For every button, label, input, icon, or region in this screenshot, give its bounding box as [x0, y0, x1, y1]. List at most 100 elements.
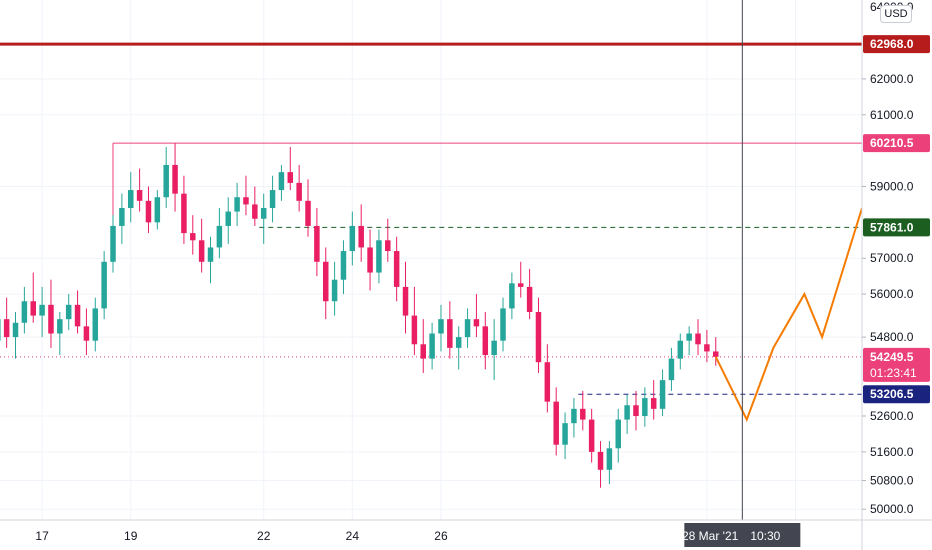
price-tick-label: 62000.0	[870, 72, 914, 86]
candle-up	[340, 240, 347, 295]
price-tag-support-level	[863, 385, 930, 404]
candle-down	[3, 297, 10, 348]
candle-up	[101, 251, 107, 320]
candle-body	[385, 240, 391, 252]
candle-down	[252, 186, 258, 226]
candle-up	[207, 236, 214, 284]
candle-body	[322, 261, 329, 302]
candle-down	[74, 290, 81, 334]
candle-body	[464, 319, 471, 338]
candle-body	[296, 182, 302, 201]
candle-body	[695, 333, 701, 345]
price-tick-label: 50000.0	[870, 502, 914, 516]
price-tick-label: 61000.0	[870, 108, 914, 122]
candle-up	[500, 297, 506, 352]
time-tick-label: 26	[434, 529, 448, 543]
candle-down	[650, 380, 657, 420]
candle-down	[181, 175, 187, 244]
candle-body	[269, 190, 276, 208]
candle-body	[606, 448, 613, 470]
crosshair-time-label: 10:30	[750, 529, 780, 543]
candle-body	[305, 200, 311, 226]
candle-up	[57, 312, 63, 356]
candle-body	[411, 315, 418, 345]
candle-body	[544, 362, 551, 402]
candle-body	[713, 351, 719, 357]
candle-up	[65, 294, 72, 330]
price-tag-label-resistance-high: 62968.0	[870, 37, 914, 51]
candle-body	[21, 301, 28, 323]
candle-body	[3, 319, 10, 338]
candle-body	[119, 208, 125, 226]
candle-body	[278, 172, 285, 191]
candle-body	[234, 197, 240, 212]
candle-body	[686, 333, 692, 341]
price-tag-range-high	[863, 134, 930, 153]
candle-down	[322, 247, 329, 320]
candle-down	[695, 319, 701, 356]
candle-body	[207, 247, 214, 262]
candle-body	[473, 319, 480, 327]
candle-up	[624, 394, 630, 434]
candle-body	[597, 451, 604, 470]
candle-body	[447, 319, 453, 348]
candle-down	[48, 279, 54, 348]
price-tick-label: 57000.0	[870, 251, 914, 265]
candle-up	[615, 408, 621, 463]
candle-body	[83, 326, 90, 341]
candle-up	[455, 326, 462, 370]
candle-down	[358, 204, 364, 262]
candle-body	[429, 333, 435, 359]
candle-body	[39, 304, 45, 316]
candle-body	[633, 405, 639, 416]
candle-body	[367, 247, 373, 273]
price-tick-label: 59000.0	[870, 179, 914, 193]
candle-body	[340, 251, 347, 280]
price-tag-label-support-level: 53206.5	[870, 387, 914, 401]
candle-body	[260, 208, 267, 219]
candle-up	[278, 164, 285, 201]
candle-up	[606, 441, 613, 485]
candle-body	[252, 204, 258, 219]
candle-body	[12, 322, 19, 338]
candle-up	[659, 369, 666, 416]
candle-up	[269, 175, 276, 223]
candle-body	[0, 319, 1, 341]
candle-up	[376, 229, 382, 284]
candle-body	[172, 164, 178, 194]
candle-body	[110, 225, 116, 262]
candle-layer	[0, 143, 719, 488]
candle-body	[225, 211, 231, 226]
candle-down	[367, 229, 373, 291]
candle-body	[553, 401, 559, 445]
candle-body	[393, 251, 400, 287]
candle-body	[402, 286, 409, 316]
candle-up	[127, 172, 134, 223]
candle-body	[659, 380, 666, 409]
candle-down	[420, 319, 426, 373]
candle-body	[145, 200, 152, 223]
candle-body	[190, 233, 196, 241]
candle-down	[83, 308, 90, 356]
candle-body	[243, 197, 249, 205]
candle-body	[101, 261, 107, 309]
candle-body	[615, 419, 621, 449]
candle-body	[57, 319, 63, 334]
price-tag-resistance-high	[863, 35, 930, 54]
candle-body	[349, 225, 356, 252]
candle-up	[677, 333, 684, 370]
candle-down	[535, 297, 542, 373]
candle-body	[314, 225, 320, 262]
price-tick-label: 51600.0	[870, 445, 914, 459]
currency-selector[interactable]: USD	[880, 5, 912, 23]
price-tick-label: 54800.0	[870, 330, 914, 344]
candle-down	[633, 390, 639, 431]
price-tag-label-range-high: 60210.5	[870, 136, 914, 150]
candle-body	[571, 408, 577, 424]
time-tick-label: 19	[124, 529, 138, 543]
time-tick-label: 22	[257, 529, 271, 543]
candle-body	[491, 340, 497, 356]
candle-down	[588, 408, 595, 463]
candle-body	[642, 398, 648, 416]
